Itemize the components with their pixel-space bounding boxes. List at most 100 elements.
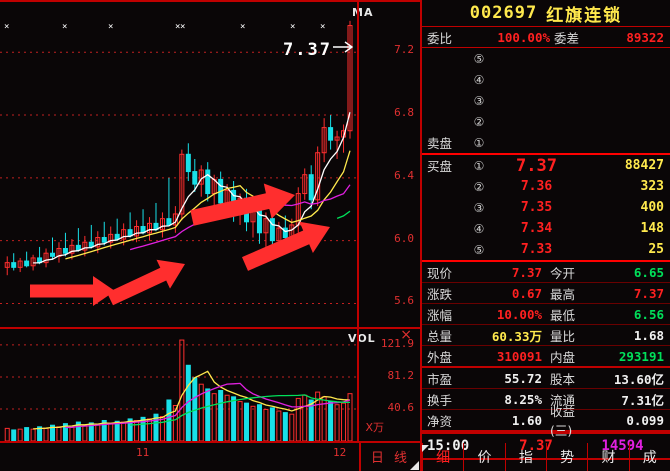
svg-text:×: ×: [320, 22, 325, 32]
stat-row: 总量 60.33万 量比 1.68: [422, 325, 670, 346]
book-qty: 323: [640, 179, 664, 194]
stat-label-right: 量比: [550, 328, 576, 344]
book-level-index: ④: [473, 72, 485, 87]
bottom-toolbar[interactable]: 细价指势财成: [422, 443, 670, 471]
stat-label-left: 涨幅: [427, 307, 453, 323]
book-price: 7.36: [520, 179, 553, 194]
volume-axis-scale: × 121.9 81.2 40.6 X万: [358, 327, 420, 441]
volume-tick-label: 81.2: [387, 368, 415, 382]
volume-unit-label: X万: [365, 421, 384, 434]
price-axis-scale: 7.2 6.8 6.4 6.0 5.6: [358, 0, 420, 327]
toolbar-button-价[interactable]: 价: [463, 443, 504, 471]
toolbar-button-指[interactable]: 指: [504, 443, 546, 471]
close-icon[interactable]: ×: [400, 327, 412, 343]
book-price: 7.33: [520, 242, 553, 257]
book-qty: 88427: [624, 158, 664, 173]
last-price-callout: 7.37: [283, 40, 332, 60]
book-qty: 148: [640, 221, 664, 236]
toolbar-button-势[interactable]: 势: [545, 443, 587, 471]
stat-value-left: 55.72: [504, 370, 542, 386]
toolbar-button-细[interactable]: 细: [422, 443, 463, 471]
statistics-block: 现价 7.37 今开 6.65 涨跌 0.67 最高 7.37 涨幅 10.00% 最低 6.56 总量…: [422, 262, 670, 438]
svg-text:×: ×: [175, 22, 180, 32]
order-book-row[interactable]: ④ 7.34 148: [422, 218, 670, 239]
period-dayline-button[interactable]: 日 线: [359, 441, 420, 471]
stat-label-left: 涨跌: [427, 286, 453, 302]
stat-value-left: 10.00%: [496, 306, 542, 322]
stat-label-left: 净资: [427, 413, 453, 429]
volume-chart-pane[interactable]: VOL: [0, 327, 420, 441]
x-axis-tick-label: 12: [333, 446, 347, 459]
order-book-row[interactable]: ⑤ 7.33 25: [422, 239, 670, 260]
price-candlestick-svg: × × × × × × × ×: [0, 20, 357, 306]
book-level-index: ④: [473, 221, 485, 236]
stat-row: 涨幅 10.00% 最低 6.56: [422, 304, 670, 325]
book-qty: 400: [640, 200, 664, 215]
stock-name: 红旗连锁: [546, 5, 623, 26]
weibi-value: 100.00%: [497, 29, 550, 45]
resize-corner-icon[interactable]: [410, 461, 419, 470]
toolbar-button-成[interactable]: 成: [628, 443, 670, 471]
stat-value-left: 8.25%: [504, 391, 542, 407]
tick-price: 7.37: [519, 438, 553, 454]
stat-value-right: 0.099: [626, 412, 664, 428]
book-price: 7.37: [516, 155, 557, 176]
book-level-index: ③: [473, 93, 485, 108]
book-side-label: 买盘: [427, 159, 453, 174]
price-tick-label: 6.8: [394, 106, 414, 120]
stat-label-right: 股本: [550, 371, 576, 387]
toolbar-corner-icon: [422, 445, 429, 452]
stat-label-right: 最高: [550, 286, 576, 302]
order-book-row[interactable]: ③: [422, 90, 670, 111]
order-book-row[interactable]: ② 7.36 323: [422, 176, 670, 197]
chart-region[interactable]: × × × × × × × × MA 7.37 VOL 7.2 6.8 6.4 6.0 5.6 × 12…: [0, 0, 420, 471]
book-level-index: ②: [473, 114, 485, 129]
buy-side-block[interactable]: 买盘 ① 7.37 88427 ② 7.36 323 ③ 7.35 400 ④ 7.34 148 ⑤ 7.3…: [422, 155, 670, 260]
sell-side-block[interactable]: ⑤ ④ ③ ② 卖盘 ①: [422, 48, 670, 155]
order-book-row[interactable]: ⑤: [422, 48, 670, 69]
weibi-label: 委比: [427, 30, 453, 46]
price-tick-label: 6.4: [394, 168, 414, 182]
stat-label-left: 市盈: [427, 371, 453, 387]
stat-value-right: 7.31亿: [621, 392, 664, 408]
book-level-index: ②: [473, 179, 485, 194]
stat-value-right: 293191: [618, 348, 664, 364]
volume-bars-svg: [0, 339, 357, 441]
order-book[interactable]: ⑤ ④ ③ ② 卖盘 ① 买盘 ① 7.37 88427 ② 7.36 323 ③ 7.35 400 ④ 7.3…: [422, 48, 670, 262]
stat-label-left: 现价: [427, 265, 453, 281]
stat-value-left: 60.33万: [491, 328, 542, 344]
order-book-row[interactable]: ③ 7.35 400: [422, 197, 670, 218]
order-ratio-row: 委比 100.00% 委差 89322: [422, 27, 670, 48]
svg-text:×: ×: [290, 22, 295, 32]
x-axis: 11 12: [0, 441, 420, 471]
stock-title: 002697 红旗连锁: [422, 0, 670, 27]
order-book-row[interactable]: ②: [422, 111, 670, 132]
stat-value-right: 13.60亿: [613, 371, 664, 387]
book-level-index: ①: [473, 158, 485, 173]
book-level-index: ⑤: [473, 51, 485, 66]
stat-value-right: 1.68: [633, 327, 664, 343]
volume-tick-label: 121.9: [380, 336, 414, 350]
stat-value-right: 6.56: [633, 306, 664, 322]
stat-value-left: 310091: [496, 348, 542, 364]
price-chart-pane[interactable]: × × × × × × × × MA 7.37: [0, 0, 420, 327]
order-book-row[interactable]: 卖盘 ①: [422, 132, 670, 153]
x-axis-tick-label: 11: [136, 446, 150, 459]
stat-value-right: 6.65: [633, 264, 664, 280]
toolbar-button-财[interactable]: 财: [587, 443, 628, 471]
stat-row: 涨跌 0.67 最高 7.37: [422, 283, 670, 304]
scale-divider: [357, 0, 359, 441]
svg-text:×: ×: [108, 22, 113, 32]
order-book-row[interactable]: 买盘 ① 7.37 88427: [422, 155, 670, 176]
order-book-row[interactable]: ④: [422, 69, 670, 90]
stat-row: 外盘 310091 内盘 293191: [422, 346, 670, 368]
book-price: 7.34: [520, 221, 553, 236]
stat-row: 现价 7.37 今开 6.65: [422, 262, 670, 283]
stat-row: 市盈 55.72 股本 13.60亿: [422, 368, 670, 389]
stat-value-right: 7.37: [633, 285, 664, 301]
stat-label-right: 收益(三): [550, 404, 576, 438]
stat-value-left: 1.60: [511, 412, 542, 428]
svg-text:×: ×: [62, 22, 67, 32]
book-level-index: ③: [473, 200, 485, 215]
